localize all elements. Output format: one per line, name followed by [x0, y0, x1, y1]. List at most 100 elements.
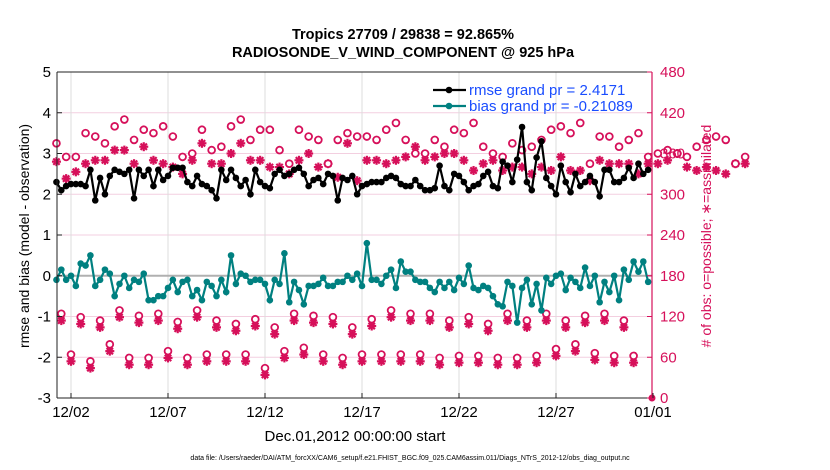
obs-possible-marker	[566, 128, 575, 138]
obs-possible-marker	[144, 353, 153, 363]
obs-possible-marker	[546, 125, 556, 135]
bias-point	[421, 278, 429, 286]
obs-assimilated-marker	[51, 157, 61, 167]
rmse-point	[562, 178, 569, 186]
obs-possible-marker	[469, 118, 478, 128]
obs-assimilated-marker	[682, 162, 692, 172]
obs-possible-marker	[212, 316, 221, 325]
rmse-point	[276, 166, 283, 174]
rmse-point	[455, 172, 463, 180]
bias-point	[572, 278, 579, 286]
obs-possible-marker	[609, 351, 619, 361]
rmse-point	[591, 178, 599, 186]
bias-point	[121, 272, 128, 280]
bias-point	[460, 280, 468, 288]
bias-point	[576, 284, 584, 292]
rmse-point	[538, 137, 545, 145]
bias-point	[140, 270, 148, 278]
rmse-point	[315, 174, 322, 182]
obs-possible-marker	[134, 311, 144, 321]
obs-possible-marker	[483, 319, 493, 329]
bias-point	[484, 284, 492, 292]
obs-possible-marker	[740, 152, 750, 162]
rmse-point	[155, 166, 162, 174]
rmse-point	[465, 186, 473, 194]
rmse-point	[407, 182, 414, 190]
rmse-point	[164, 172, 172, 180]
obs-possible-marker	[372, 135, 381, 145]
obs-possible-marker	[265, 125, 275, 135]
bias-point	[188, 292, 196, 300]
bias-point	[222, 288, 230, 296]
bias-point	[620, 266, 628, 273]
bias-point	[315, 280, 322, 288]
obs-possible-marker	[634, 128, 643, 138]
rmse-point	[533, 154, 540, 161]
obs-assimilated-marker	[236, 138, 246, 148]
bias-point	[557, 270, 565, 278]
y-tick-label: 4	[43, 105, 51, 122]
bias-point	[319, 274, 327, 282]
bias-point	[174, 288, 181, 296]
rmse-point	[121, 170, 128, 178]
rmse-point	[431, 184, 439, 192]
chart-title-line1: Tropics 27709 / 29838 = 92.865%	[291, 27, 515, 43]
bias-point	[329, 282, 337, 290]
rmse-point	[572, 170, 579, 178]
obs-assimilated-marker	[459, 155, 469, 165]
obs-possible-marker	[415, 350, 425, 359]
obs-assimilated-marker	[56, 316, 66, 326]
obs-assimilated-marker	[633, 169, 643, 179]
bias-point	[475, 286, 482, 294]
y2-tick-label: 180	[660, 268, 685, 285]
obs-possible-marker	[478, 142, 488, 152]
bias-point	[184, 276, 191, 284]
bias-point	[407, 268, 414, 275]
obs-possible-marker	[541, 309, 551, 319]
rmse-point	[266, 184, 274, 192]
obs-possible-marker	[304, 132, 313, 141]
bias-point	[504, 278, 511, 286]
bias-point	[305, 282, 312, 290]
obs-possible-marker	[124, 353, 134, 363]
bias-point	[232, 280, 240, 288]
rmse-point	[353, 190, 361, 198]
rmse-point	[392, 174, 400, 182]
bias-point	[67, 272, 75, 280]
obs-assimilated-marker	[313, 162, 323, 172]
obs-possible-marker	[352, 132, 362, 141]
bias-point	[615, 296, 623, 304]
obs-possible-marker	[197, 125, 207, 135]
rmse-point	[557, 162, 565, 170]
obs-possible-marker	[207, 145, 216, 155]
obs-possible-marker	[183, 353, 192, 363]
obs-possible-marker	[226, 122, 236, 131]
rmse-point	[644, 166, 652, 174]
rmse-point	[446, 186, 453, 194]
y2-tick-label: 420	[660, 105, 685, 122]
obs-possible-marker	[149, 128, 158, 138]
obs-assimilated-marker	[226, 149, 236, 158]
obs-possible-marker	[187, 149, 197, 158]
bias-point	[208, 282, 215, 290]
obs-assimilated-marker	[473, 358, 483, 368]
obs-possible-marker	[585, 159, 595, 168]
obs-assimilated-marker	[318, 356, 328, 366]
bias-point	[106, 270, 114, 278]
obs-possible-marker	[236, 115, 246, 124]
obs-assimilated-marker	[328, 319, 338, 329]
obs-possible-marker	[532, 351, 541, 361]
obs-possible-marker	[323, 159, 333, 168]
bias-point	[528, 300, 536, 308]
y-tick-label: 2	[43, 186, 51, 203]
obs-possible-marker	[595, 132, 604, 141]
bias-point	[281, 250, 288, 257]
rmse-point	[101, 190, 109, 198]
rmse-point	[140, 172, 148, 180]
bias-point	[533, 280, 540, 288]
bias-point	[499, 303, 506, 310]
obs-assimilated-marker	[391, 155, 401, 165]
bias-point	[581, 264, 589, 271]
bias-point	[198, 296, 206, 304]
